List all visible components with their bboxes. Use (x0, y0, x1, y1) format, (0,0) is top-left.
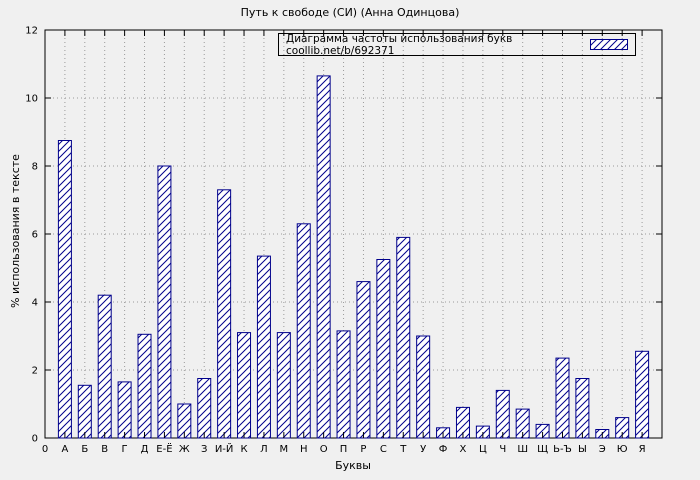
svg-text:О: О (320, 444, 328, 455)
svg-text:8: 8 (32, 162, 38, 173)
svg-text:Ж: Ж (179, 444, 190, 455)
svg-text:Х: Х (460, 444, 467, 455)
svg-text:Т: Т (399, 444, 407, 455)
svg-text:Ф: Ф (439, 444, 448, 455)
svg-text:С: С (380, 444, 387, 455)
svg-text:Д: Д (141, 444, 149, 455)
svg-text:Щ: Щ (537, 444, 548, 455)
svg-text:12: 12 (25, 26, 38, 37)
svg-text:И-Й: И-Й (215, 442, 234, 455)
svg-text:Ы: Ы (578, 444, 587, 455)
svg-text:У: У (420, 444, 426, 455)
svg-text:0: 0 (42, 444, 48, 455)
svg-text:4: 4 (32, 298, 38, 309)
svg-text:Р: Р (360, 444, 366, 455)
svg-text:П: П (340, 444, 348, 455)
svg-text:Я: Я (639, 444, 646, 455)
svg-text:А: А (61, 444, 68, 455)
svg-text:Э: Э (599, 444, 606, 455)
svg-text:0: 0 (32, 434, 38, 445)
svg-text:Л: Л (260, 444, 268, 455)
svg-text:Е-Ё: Е-Ё (156, 442, 172, 455)
svg-text:Ч: Ч (499, 444, 506, 455)
svg-text:2: 2 (32, 366, 38, 377)
svg-text:Н: Н (300, 444, 308, 455)
legend: Диаграмма частоты использования букв coo… (278, 32, 636, 57)
svg-text:10: 10 (25, 94, 38, 105)
legend-label: Диаграмма частоты использования букв coo… (286, 32, 513, 57)
svg-text:М: М (280, 444, 289, 455)
svg-text:Ю: Ю (617, 444, 628, 455)
y-axis-label: % использования в тексте (9, 154, 22, 308)
svg-text:Б: Б (81, 444, 88, 455)
svg-text:Г: Г (122, 444, 128, 455)
svg-text:К: К (240, 444, 247, 455)
svg-text:6: 6 (32, 230, 38, 241)
svg-text:Ц: Ц (479, 444, 487, 455)
svg-text:З: З (201, 444, 207, 455)
svg-text:Ь-Ъ: Ь-Ъ (553, 444, 572, 455)
x-axis-label: Буквы (335, 459, 371, 472)
legend-swatch (590, 39, 628, 50)
svg-text:В: В (101, 444, 108, 455)
svg-text:Ш: Ш (517, 444, 528, 455)
chart-title: Путь к свободе (СИ) (Анна Одинцова) (240, 6, 460, 19)
